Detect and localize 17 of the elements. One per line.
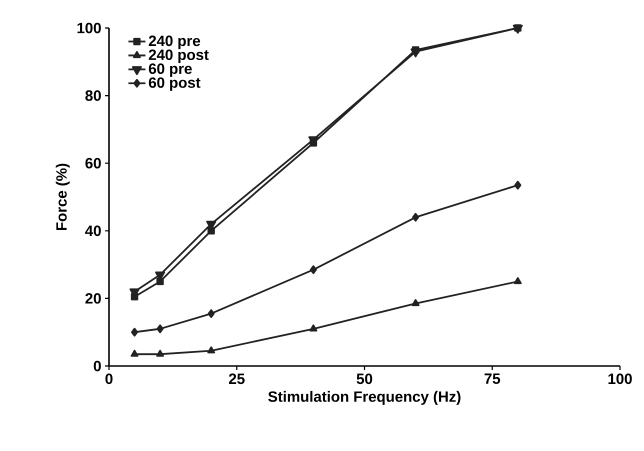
x-tick-label: 50 (356, 374, 372, 384)
y-tick-label: 60 (85, 158, 101, 168)
x-axis-title: Stimulation Frequency (Hz) (268, 390, 460, 405)
legend-label: 240 pre (148, 36, 200, 50)
y-tick-label: 40 (85, 226, 101, 236)
y-axis-title: Force (%) (56, 164, 70, 230)
y-tick-label: 100 (78, 22, 101, 34)
legend-label: 240 post (148, 49, 209, 64)
x-tick-label: 75 (484, 374, 500, 384)
legend-label: 60 post (148, 77, 200, 91)
legend-label: 60 pre (148, 63, 192, 77)
y-tick-label: 20 (85, 293, 101, 304)
y-tick-label: 80 (85, 90, 101, 101)
x-tick-label: 100 (608, 374, 632, 384)
x-tick-label: 0 (105, 374, 113, 384)
y-tick-label: 0 (94, 360, 101, 372)
x-tick-label: 25 (228, 374, 245, 384)
